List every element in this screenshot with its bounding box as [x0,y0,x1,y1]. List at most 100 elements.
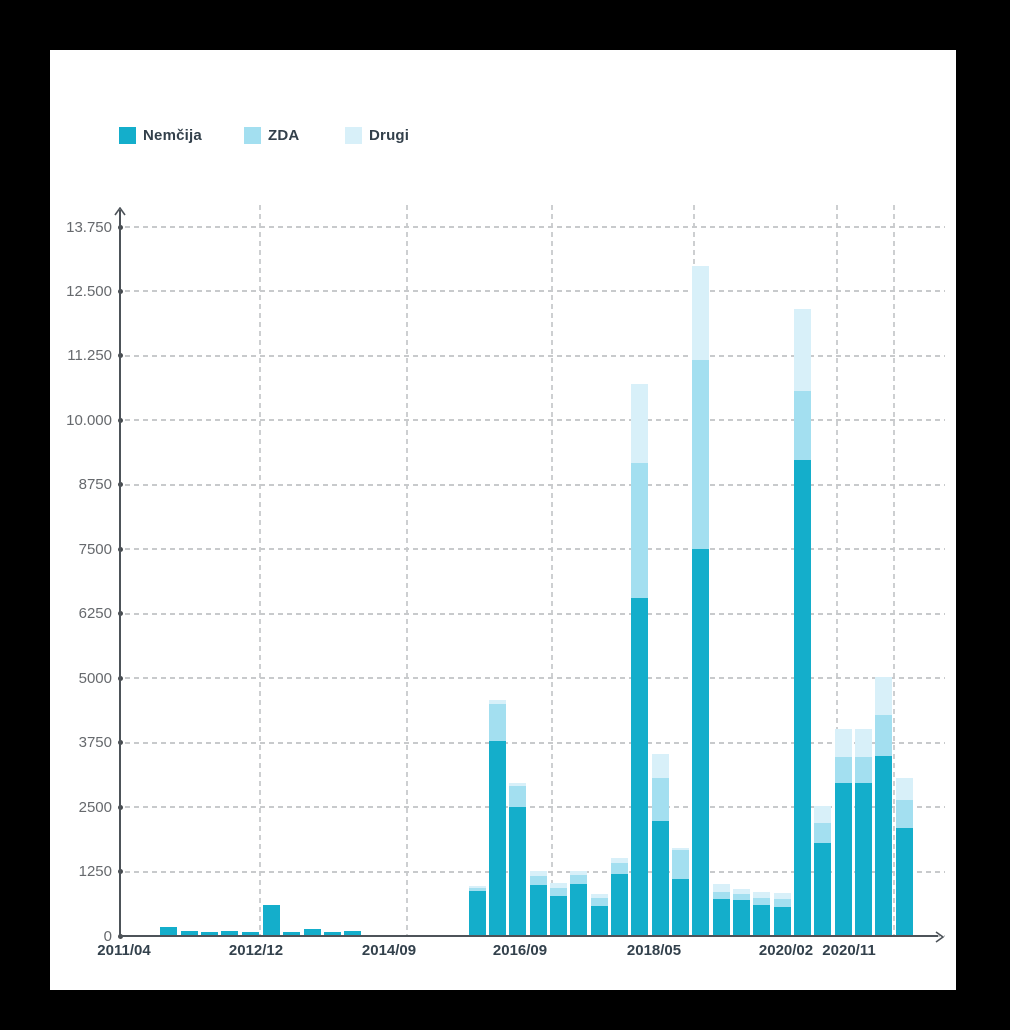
bar-segment-drugi[interactable] [631,383,649,463]
bar-stack[interactable] [855,728,872,936]
bar-segment-nemcija[interactable] [794,460,811,936]
bar-segment-drugi[interactable] [814,805,832,824]
bar-segment-zda[interactable] [855,757,872,783]
bar-stack[interactable] [651,754,669,936]
legend-item-zda[interactable]: ZDA [244,126,299,144]
bar-stack[interactable] [814,805,832,936]
bar-segment-zda[interactable] [550,887,567,896]
bar-stack[interactable] [773,893,791,936]
bar-segment-nemcija[interactable] [303,929,321,936]
bar-segment-zda[interactable] [773,899,791,907]
bar-segment-zda[interactable] [753,898,771,905]
bar-segment-drugi[interactable] [489,699,506,705]
bar-segment-nemcija[interactable] [712,898,730,936]
bar-segment-drugi[interactable] [773,893,791,900]
bar-segment-zda[interactable] [570,875,588,885]
bar-segment-nemcija[interactable] [550,895,567,936]
bar-stack[interactable] [303,929,321,936]
legend-item-drugi[interactable]: Drugi [345,126,409,144]
bar-segment-drugi[interactable] [509,782,527,787]
bar-segment-zda[interactable] [875,714,893,756]
bar-segment-nemcija[interactable] [570,884,588,936]
bar-stack[interactable] [180,931,198,936]
bar-segment-nemcija[interactable] [753,904,771,936]
bar-stack[interactable] [468,885,486,936]
bar-segment-zda[interactable] [651,778,669,821]
bar-stack[interactable] [529,870,547,936]
bar-segment-drugi[interactable] [712,884,730,892]
bar-stack[interactable] [733,889,750,936]
bar-segment-zda[interactable] [509,786,527,808]
bar-stack[interactable] [794,308,811,936]
bar-segment-drugi[interactable] [529,870,547,876]
bar-segment-nemcija[interactable] [814,843,832,936]
bar-segment-drugi[interactable] [692,266,710,361]
bar-stack[interactable] [201,932,218,936]
bar-segment-drugi[interactable] [672,848,689,850]
bar-stack[interactable] [753,891,771,936]
bar-segment-nemcija[interactable] [672,879,689,936]
bar-segment-zda[interactable] [611,862,628,875]
bar-segment-nemcija[interactable] [733,899,750,936]
bar-segment-drugi[interactable] [468,885,486,888]
bar-segment-nemcija[interactable] [875,755,893,936]
bar-segment-drugi[interactable] [570,870,588,876]
bar-stack[interactable] [895,778,913,936]
bar-stack[interactable] [509,782,527,936]
bar-stack[interactable] [324,932,342,936]
bar-segment-zda[interactable] [631,462,649,599]
bar-segment-nemcija[interactable] [855,782,872,936]
bar-segment-nemcija[interactable] [773,906,791,936]
bar-segment-zda[interactable] [489,704,506,741]
bar-segment-nemcija[interactable] [631,598,649,936]
bar-stack[interactable] [692,266,710,936]
legend-item-nemcija[interactable]: Nemčija [119,126,202,144]
bar-segment-nemcija[interactable] [651,821,669,936]
bar-segment-nemcija[interactable] [529,884,547,936]
bar-segment-nemcija[interactable] [468,891,486,936]
bar-stack[interactable] [631,383,649,936]
bar-segment-drugi[interactable] [875,677,893,715]
bar-stack[interactable] [344,931,362,936]
bar-stack[interactable] [241,932,259,936]
bar-segment-nemcija[interactable] [241,932,259,936]
bar-segment-nemcija[interactable] [489,740,506,936]
bar-segment-nemcija[interactable] [590,905,608,936]
bar-segment-zda[interactable] [895,799,913,828]
bar-segment-nemcija[interactable] [509,807,527,936]
bar-stack[interactable] [283,932,301,936]
bar-stack[interactable] [160,927,177,936]
bar-segment-zda[interactable] [814,823,832,844]
bar-segment-drugi[interactable] [590,894,608,898]
bar-segment-nemcija[interactable] [344,931,362,936]
bar-segment-zda[interactable] [834,757,852,784]
bar-segment-drugi[interactable] [733,889,750,894]
bar-segment-zda[interactable] [794,390,811,461]
bar-segment-zda[interactable] [692,360,710,550]
bar-segment-nemcija[interactable] [895,827,913,936]
bar-stack[interactable] [672,848,689,936]
bar-segment-zda[interactable] [529,875,547,885]
bar-segment-nemcija[interactable] [283,932,301,936]
bar-segment-drugi[interactable] [794,308,811,391]
bar-stack[interactable] [489,699,506,936]
bar-stack[interactable] [712,884,730,936]
bar-segment-drugi[interactable] [611,857,628,863]
bar-stack[interactable] [262,905,280,936]
bar-stack[interactable] [570,870,588,936]
bar-segment-drugi[interactable] [855,728,872,758]
bar-segment-nemcija[interactable] [180,931,198,936]
bar-segment-drugi[interactable] [834,728,852,758]
bar-segment-drugi[interactable] [753,891,771,899]
bar-stack[interactable] [875,677,893,936]
bar-segment-zda[interactable] [733,893,750,900]
bar-stack[interactable] [550,883,567,936]
bar-stack[interactable] [221,931,239,936]
bar-segment-drugi[interactable] [895,778,913,800]
bar-segment-nemcija[interactable] [611,874,628,936]
bar-segment-zda[interactable] [468,887,486,892]
bar-stack[interactable] [590,894,608,936]
bar-segment-nemcija[interactable] [201,932,218,936]
bar-segment-drugi[interactable] [651,754,669,779]
bar-segment-nemcija[interactable] [221,931,239,936]
